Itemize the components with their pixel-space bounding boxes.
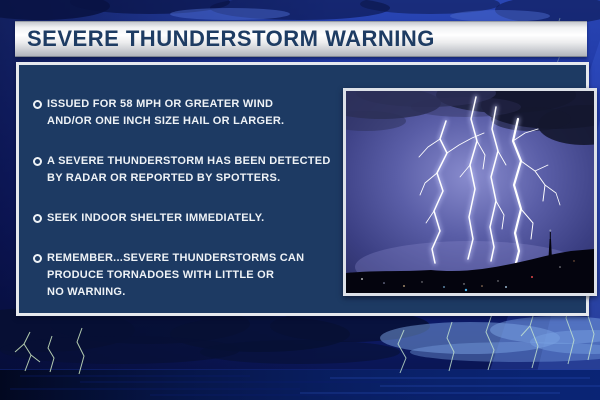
page-title: SEVERE THUNDERSTORM WARNING (27, 26, 435, 51)
bullet-line: A SEVERE THUNDERSTORM HAS BEEN DETECTED (47, 155, 331, 167)
bullet-line: PRODUCE TORNADOES WITH LITTLE OR (47, 269, 275, 281)
bullet-line: SEEK INDOOR SHELTER IMMEDIATELY. (47, 212, 265, 224)
lightning-photo (343, 88, 597, 296)
bullet-item: SEEK INDOOR SHELTER IMMEDIATELY. (33, 210, 331, 227)
bullet-ring-icon (33, 214, 42, 223)
bullet-ring-icon (33, 100, 42, 109)
bullet-line: BY RADAR OR REPORTED BY SPOTTERS. (47, 172, 281, 184)
title-banner: SEVERE THUNDERSTORM WARNING (15, 21, 587, 57)
bullet-text: ISSUED FOR 58 MPH OR GREATER WIND AND/OR… (47, 96, 284, 130)
bullet-text: SEEK INDOOR SHELTER IMMEDIATELY. (47, 210, 264, 227)
bullet-text: REMEMBER...SEVERE THUNDERSTORMS CAN PROD… (47, 250, 304, 301)
bullet-line: REMEMBER...SEVERE THUNDERSTORMS CAN (47, 252, 305, 264)
bullet-line: NO WARNING. (47, 286, 126, 298)
bullet-item: A SEVERE THUNDERSTORM HAS BEEN DETECTED … (33, 153, 331, 187)
bullet-ring-icon (33, 254, 42, 263)
bullet-line: AND/OR ONE INCH SIZE HAIL OR LARGER. (47, 115, 285, 127)
bullet-item: ISSUED FOR 58 MPH OR GREATER WIND AND/OR… (33, 96, 331, 130)
bullet-text: A SEVERE THUNDERSTORM HAS BEEN DETECTED … (47, 153, 331, 187)
bullet-ring-icon (33, 157, 42, 166)
bullet-list: ISSUED FOR 58 MPH OR GREATER WIND AND/OR… (33, 96, 331, 324)
bullet-item: REMEMBER...SEVERE THUNDERSTORMS CAN PROD… (33, 250, 331, 301)
bullet-line: ISSUED FOR 58 MPH OR GREATER WIND (47, 98, 274, 110)
